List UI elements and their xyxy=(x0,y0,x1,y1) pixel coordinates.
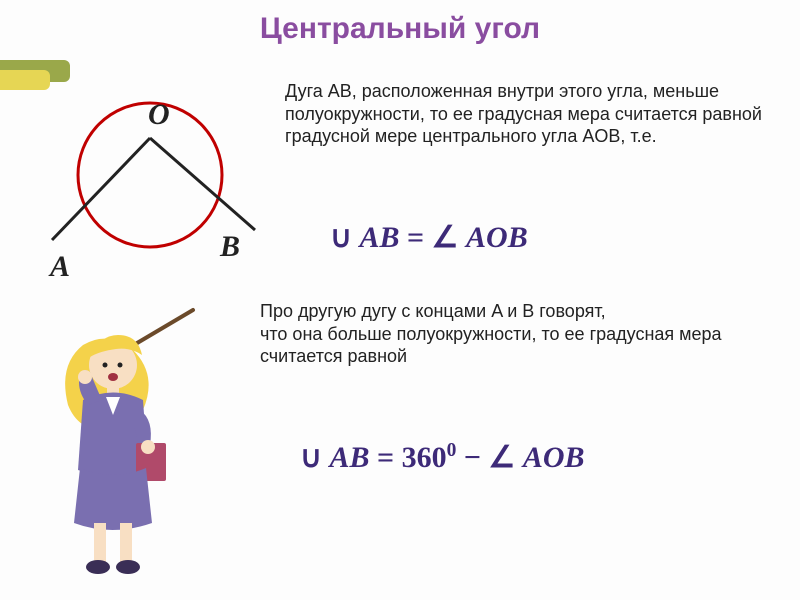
f2-angle: ∠ xyxy=(488,441,522,474)
teacher-shoe-r xyxy=(116,560,140,574)
teacher-illustration xyxy=(28,305,228,585)
f1-ab: AB xyxy=(359,221,399,254)
teacher-eye-r xyxy=(118,363,123,368)
paragraph-2: Про другую дугу с концами A и B говорят,… xyxy=(260,300,780,368)
teacher-svg xyxy=(28,305,228,585)
f2-sup: 0 xyxy=(447,440,457,461)
f2-aob: AOB xyxy=(523,441,585,474)
diagram-line-oa xyxy=(52,138,150,240)
label-o: O xyxy=(148,98,170,132)
teacher-shoe-l xyxy=(86,560,110,574)
f1-angle: ∠ xyxy=(432,221,466,254)
f2-minus: − xyxy=(456,441,488,474)
teacher-hand-right xyxy=(141,440,155,454)
f2-360: 360 xyxy=(402,441,447,474)
central-angle-diagram: O A B xyxy=(30,80,270,280)
teacher-mouth xyxy=(108,373,118,381)
teacher-skirt xyxy=(74,468,152,530)
formula-360-minus-angle: ∪ AB = 3600 − ∠ AOB xyxy=(300,440,585,475)
label-a: A xyxy=(50,250,70,284)
page-title: Центральный угол xyxy=(0,0,800,46)
teacher-leg-l xyxy=(94,523,106,563)
f2-eq: = xyxy=(370,441,402,474)
diagram-line-ob xyxy=(150,138,255,230)
f1-aob: AOB xyxy=(466,221,528,254)
paragraph-1: Дуга AB, расположенная внутри этого угла… xyxy=(285,80,780,148)
label-b: B xyxy=(220,230,240,264)
f1-union: ∪ xyxy=(330,221,359,254)
teacher-eye-l xyxy=(103,363,108,368)
f1-eq: = xyxy=(400,221,432,254)
formula-arc-equals-angle: ∪ AB = ∠ AOB xyxy=(330,220,528,255)
teacher-leg-r xyxy=(120,523,132,563)
f2-union: ∪ xyxy=(300,441,329,474)
f2-ab: AB xyxy=(329,441,369,474)
title-text: Центральный угол xyxy=(260,12,540,45)
teacher-hand-left xyxy=(78,370,92,384)
